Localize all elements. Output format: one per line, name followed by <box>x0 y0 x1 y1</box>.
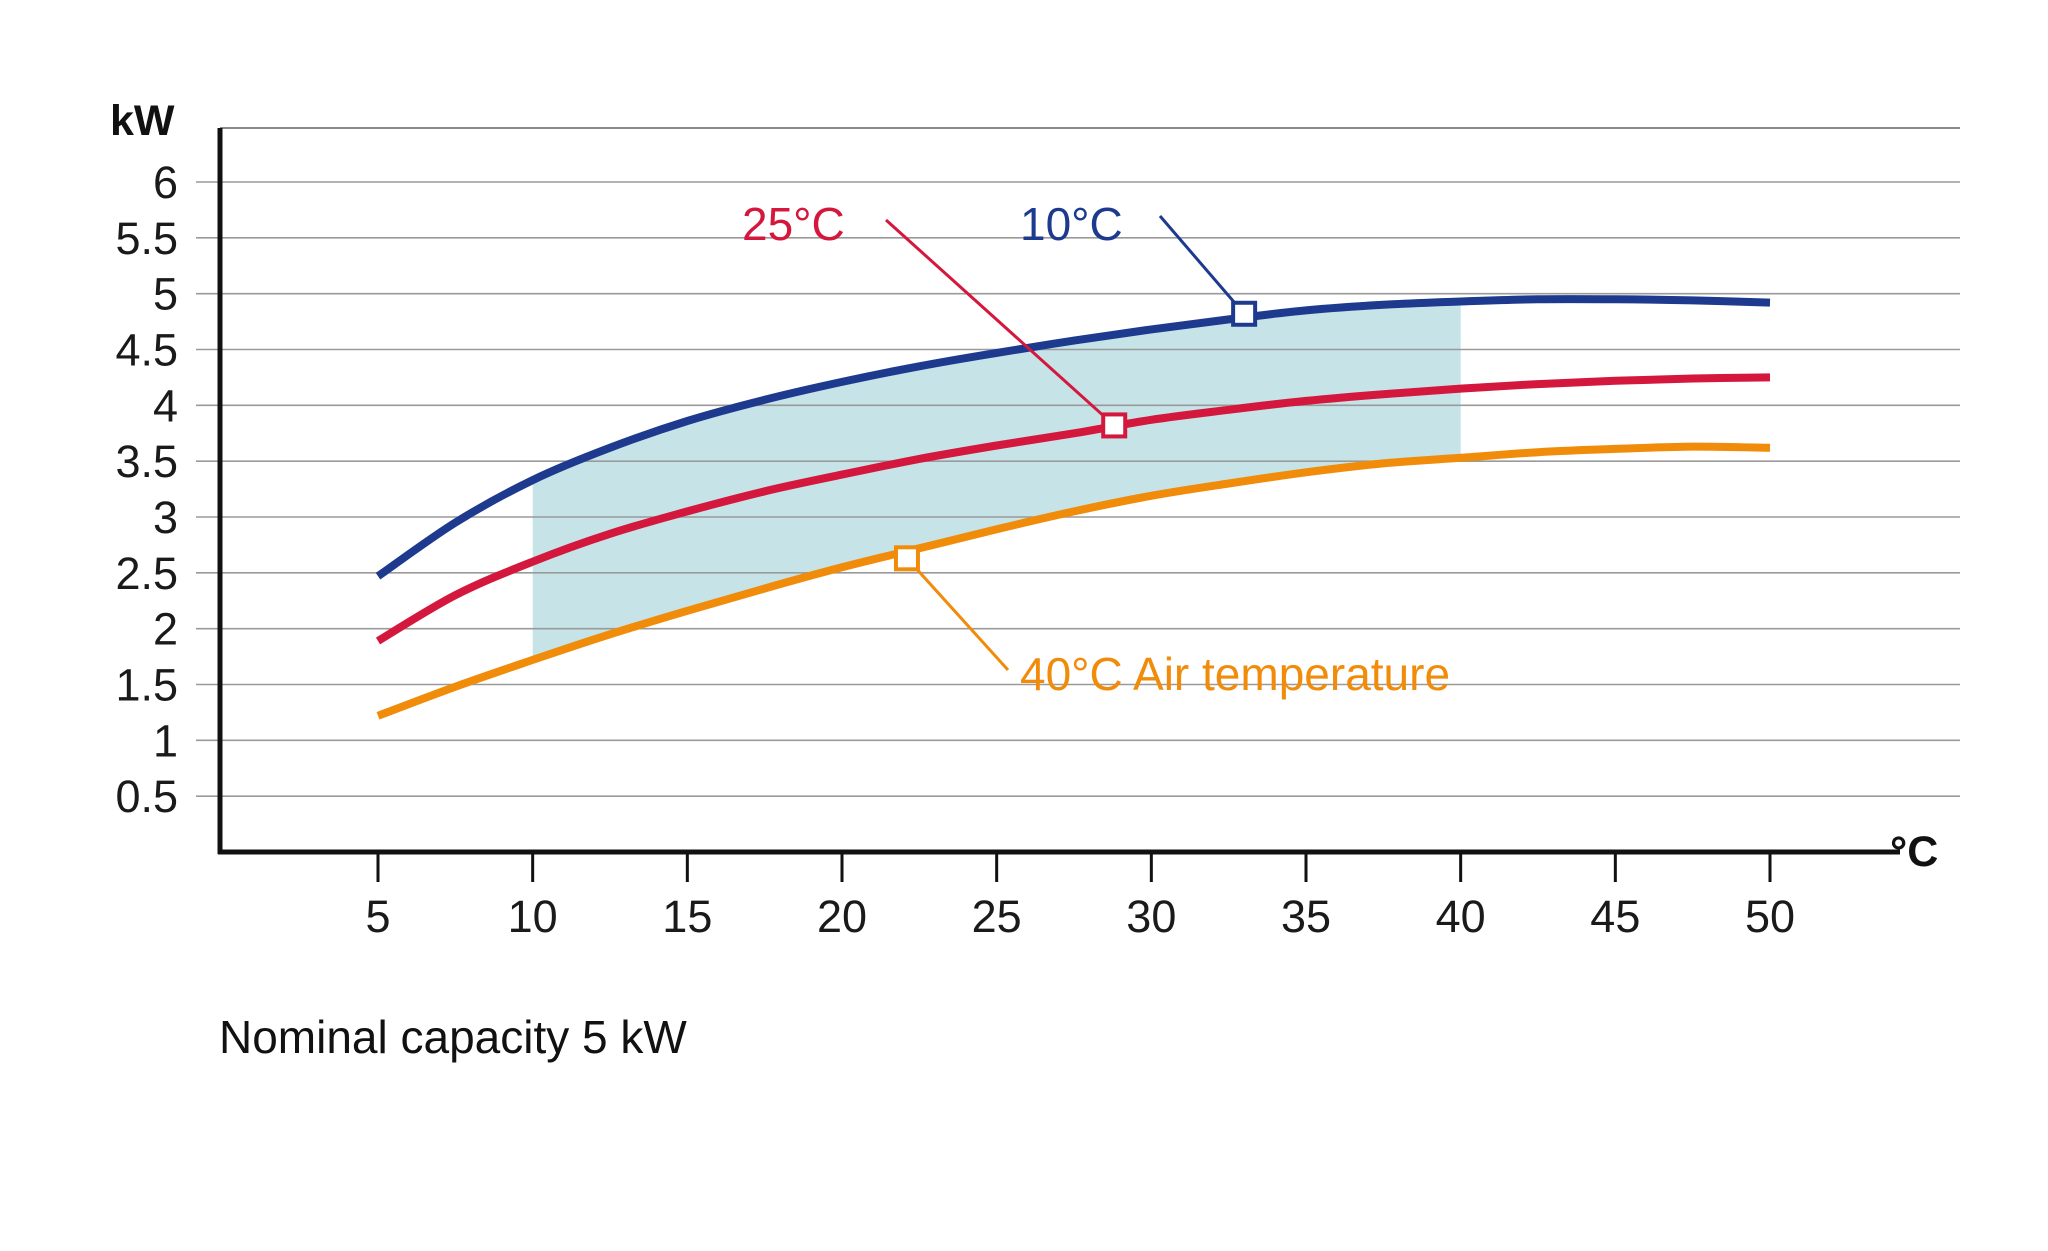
series-lines <box>375 295 1771 720</box>
series-label: 10°C <box>1020 198 1123 250</box>
axis-labels: 0.511.522.533.544.555.565 10 15 20 25 30 35 40 4… <box>110 97 1938 942</box>
y-tick-label: 5 <box>153 269 178 320</box>
callout-leader <box>1158 215 1246 315</box>
gridlines <box>196 127 1960 797</box>
y-axis-label: kW <box>110 97 175 145</box>
series-marker <box>1231 300 1258 327</box>
y-tick-label: 4 <box>153 380 178 431</box>
series-line-3 <box>376 442 1771 720</box>
y-tick-label: 3 <box>153 492 178 543</box>
callout-leader <box>905 557 1010 672</box>
series-label: 40°C Air temperature <box>1020 648 1450 700</box>
x-tick-label: 50 <box>1745 891 1795 942</box>
callouts: 10°C 25°C 40°C Air temperature <box>742 198 1450 700</box>
series-line-1 <box>375 295 1771 580</box>
y-tick-label: 0.5 <box>115 771 178 822</box>
operating-range-area <box>532 301 1461 660</box>
axes <box>217 128 1900 882</box>
y-tick-label: 1 <box>153 715 178 766</box>
x-tick-label: 10 <box>508 891 558 942</box>
x-tick-label: 45 <box>1590 891 1640 942</box>
y-tick-label: 6 <box>153 157 178 208</box>
x-tick-label: 25 <box>972 891 1022 942</box>
x-tick-label: 35 <box>1281 891 1331 942</box>
y-tick-label: 4.5 <box>115 325 178 376</box>
y-tick-label: 2.5 <box>115 548 178 599</box>
x-axis-label: °C <box>1890 828 1938 876</box>
y-tick-label: 3.5 <box>115 436 178 487</box>
y-tick-label: 2 <box>153 604 178 655</box>
series-marker <box>893 545 920 572</box>
x-tick-label: 30 <box>1126 891 1176 942</box>
series-marker <box>1101 412 1128 439</box>
y-tick-label: 1.5 <box>115 660 178 711</box>
x-tick-label: 20 <box>817 891 867 942</box>
y-tick-label: 5.5 <box>115 213 178 264</box>
series-line-2 <box>375 373 1771 645</box>
series-label: 25°C <box>742 198 845 250</box>
x-tick-label: 5 <box>365 891 390 942</box>
chart-caption: Nominal capacity 5 kW <box>219 1011 687 1063</box>
callout-leader <box>884 218 1116 427</box>
x-tick-label: 15 <box>662 891 712 942</box>
operating-range-fill <box>532 301 1461 660</box>
x-tick-label: 40 <box>1436 891 1486 942</box>
